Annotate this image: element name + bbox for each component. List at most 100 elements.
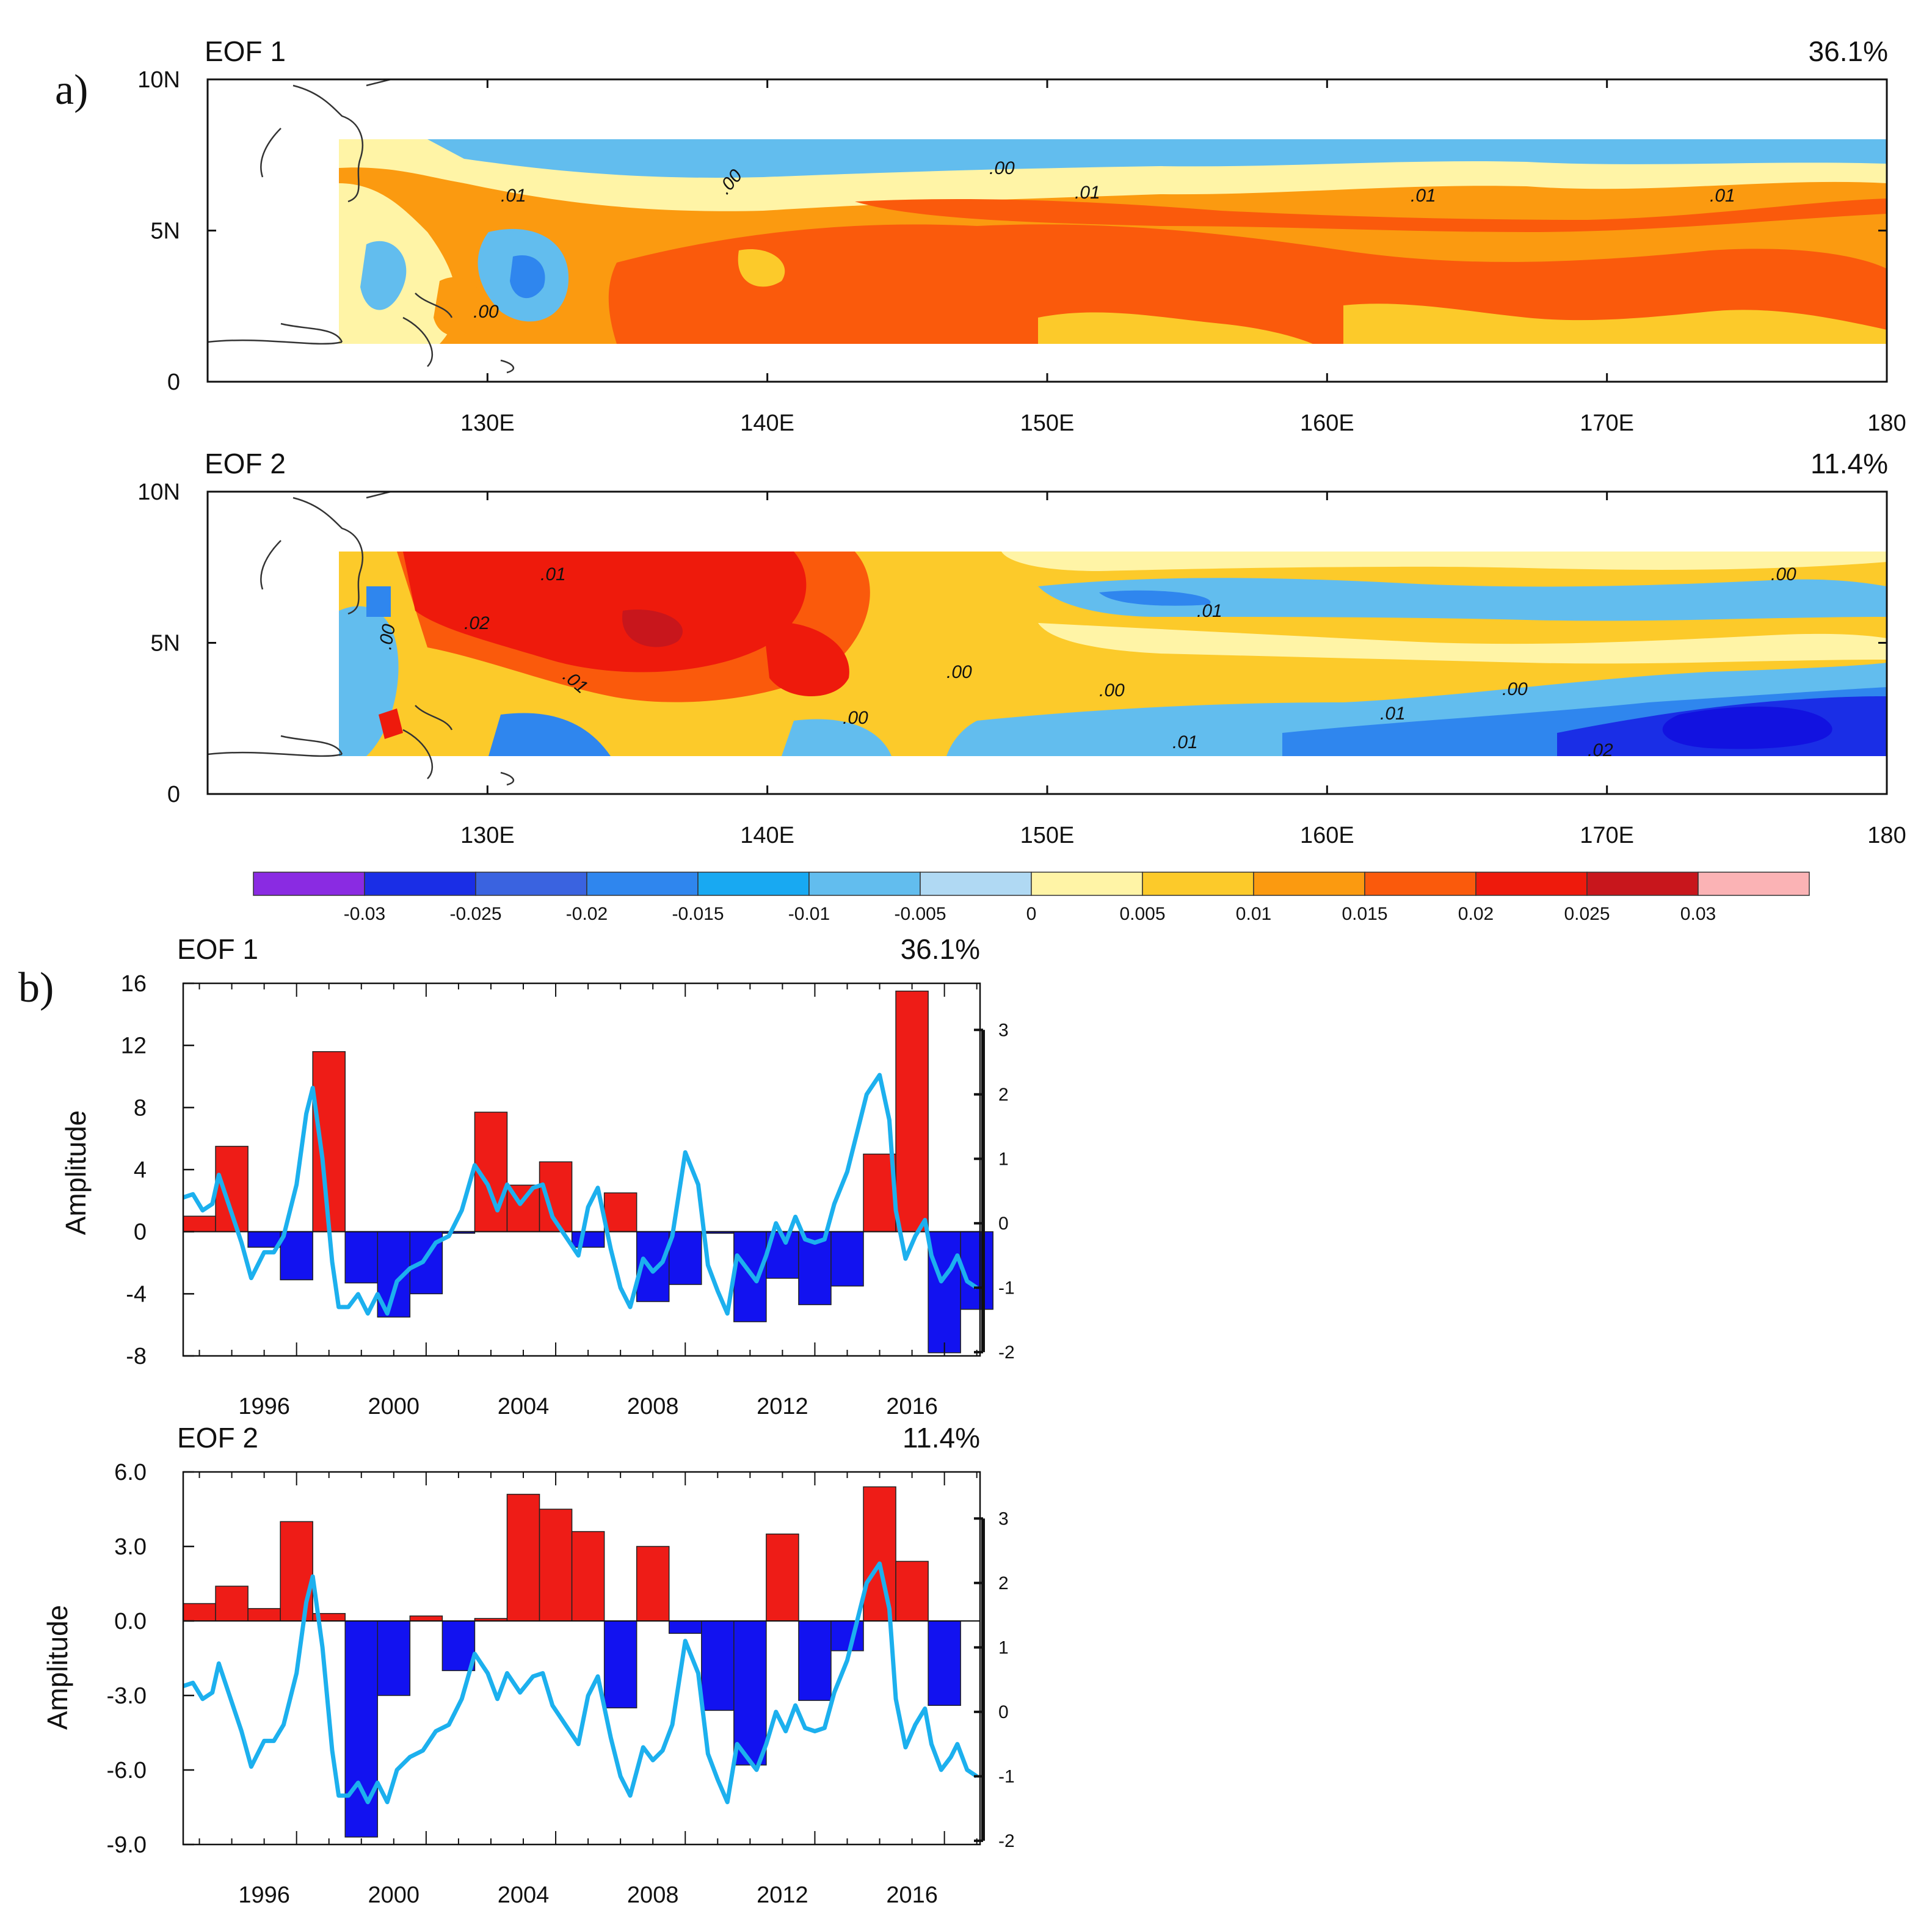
bar [895,1560,929,1622]
x-tick-label: 2008 [627,1882,679,1908]
ts-frame [182,1471,981,1846]
eof2-contour-label: .00 [1502,679,1528,699]
bar [539,1509,573,1622]
right-tick-label: 1 [998,1637,1009,1658]
colorbar-label: -0.01 [788,904,830,924]
map-y-tick-label: 10N [137,67,180,93]
panel-label-a: a) [55,67,88,114]
eof1-map-title: EOF 1 [205,35,286,67]
right-tick-label: 3 [998,1020,1009,1040]
bar [506,1493,540,1622]
bar [183,1215,216,1233]
x-tick-label: 2016 [886,1882,938,1908]
map-x-tick-label: 170E [1580,823,1634,848]
map-x-tick-label: 180 [1867,823,1906,848]
colorbar-label: -0.02 [566,904,608,924]
bar [960,1231,993,1310]
eof1-ts-ylabel: Amplitude [60,1110,92,1236]
eof2-contour-label: .01 [1380,704,1406,724]
right-tick-label: 2 [998,1085,1009,1105]
y-tick-label: 6.0 [114,1460,147,1485]
eof1-contour-label: .01 [1411,186,1436,206]
colorbar-label: -0.025 [449,904,501,924]
eof2-contour-label: .00 [1099,680,1125,701]
y-tick-label: -3.0 [107,1683,147,1709]
x-tick-label: 2004 [498,1882,550,1908]
colorbar-swatch [253,872,365,896]
eof2-contour-label: .02 [464,613,490,633]
y-tick-label: 16 [121,971,147,997]
eof2-contour-label: .00 [843,708,868,728]
right-tick-label: 1 [998,1149,1009,1169]
bar [247,1231,281,1248]
eof2-field-red-core [403,552,807,672]
eof2-map: EOF 2 11.4% .01 .02 .00 .0 [137,448,1906,848]
eof1-map-variance: 36.1% [1809,35,1888,67]
bar [312,1051,346,1233]
map-x-tick-label: 140E [740,410,794,436]
y-tick-label: 0 [134,1220,147,1245]
bar [344,1231,379,1284]
eof2-contour-label: .01 [540,564,566,584]
map-x-tick-label: 130E [460,410,515,436]
colorbar-label: -0.005 [894,904,946,924]
map-x-tick-label: 160E [1300,823,1354,848]
y-tick-label: -6.0 [107,1758,147,1783]
y-tick-label: 0.0 [114,1609,147,1634]
y-tick-label: 8 [134,1095,147,1121]
colorbar-swatch [1364,872,1476,896]
bar [636,1546,670,1622]
bar [863,1486,896,1622]
colorbar: -0.03 -0.025 -0.02 -0.015 -0.01 -0.005 0 0.005 0… [253,872,1810,924]
eof2-contour-label: .00 [375,622,399,651]
right-tick-label: 3 [998,1509,1009,1529]
bar [863,1153,896,1233]
map-x-tick-label: 160E [1300,410,1354,436]
colorbar-label: 0.015 [1342,904,1387,924]
bar [603,1192,637,1233]
bar [766,1533,799,1622]
eof1-ts-title: EOF 1 [177,933,258,965]
colorbar-swatch [1586,872,1699,896]
map-x-tick-label: 130E [460,823,515,848]
colorbar-swatch [697,872,810,896]
bar [798,1620,832,1701]
bar [928,1231,961,1353]
ts-frame [182,982,981,1357]
eof2-contour-label: .00 [946,662,972,682]
bar [830,1231,864,1287]
eof2-ts-variance: 11.4% [902,1422,980,1454]
bar [668,1620,702,1634]
bar [377,1620,411,1696]
eof1-contour-label: .00 [473,302,499,322]
bar [571,1531,605,1622]
bar [280,1231,313,1281]
y-tick-label: 4 [134,1157,147,1183]
right-tick-label: -2 [998,1342,1015,1363]
colorbar-label: 0.03 [1680,904,1716,924]
bar [441,1620,476,1672]
map-y-tick-label: 5N [150,631,180,657]
eof1-ts-variance: 36.1% [901,933,980,965]
colorbar-swatch [586,872,699,896]
bar [733,1231,767,1322]
colorbar-label: 0.025 [1564,904,1610,924]
right-tick-label: -1 [998,1278,1015,1298]
bar [183,1603,216,1622]
map-x-tick-label: 180 [1867,410,1906,436]
x-tick-label: 2000 [368,1882,420,1908]
y-tick-label: 3.0 [114,1534,147,1560]
colorbar-label: 0.02 [1458,904,1494,924]
index-line [182,1561,978,1805]
index-line [182,1072,978,1316]
map-y-tick-label: 10N [137,479,180,505]
eof1-map-axes: 130E 140E 150E 160E 170E 180 10N 5N 0 [137,67,1906,436]
eof2-contour-label: .01 [1172,732,1198,752]
x-tick-label: 1996 [238,1394,290,1419]
map-x-tick-label: 150E [1020,823,1075,848]
eof2-contour-label: .02 [1588,740,1613,760]
y-tick-label: -9.0 [107,1832,147,1858]
x-tick-label: 2012 [757,1882,808,1908]
eof1-contour-label: .00 [989,158,1015,178]
right-tick-label: 0 [998,1702,1009,1722]
